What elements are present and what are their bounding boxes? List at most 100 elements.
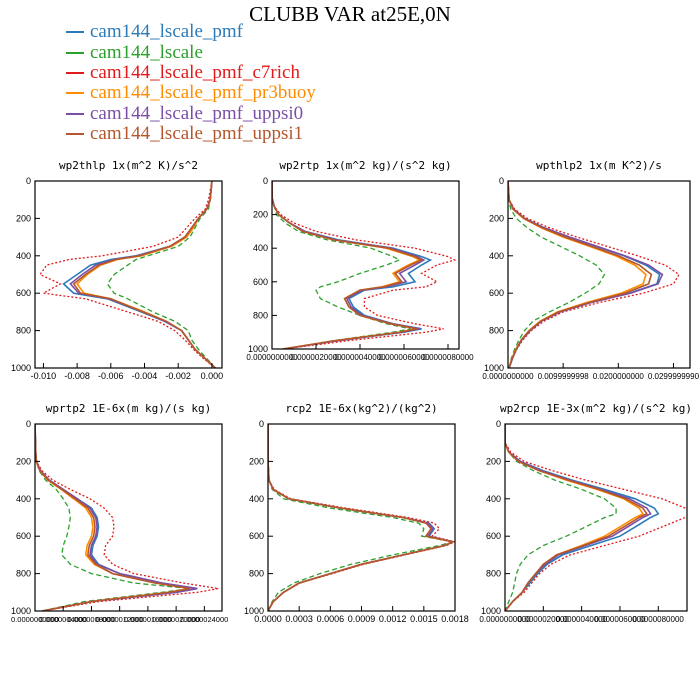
- y-tick-label: 1000: [11, 363, 31, 373]
- y-tick-label: 800: [489, 326, 504, 336]
- y-tick-label: 200: [16, 213, 31, 223]
- series-line: [35, 424, 198, 611]
- series-line: [35, 424, 198, 611]
- series-line: [72, 181, 216, 368]
- plot-frame: [271, 180, 460, 350]
- series-line: [272, 181, 433, 349]
- y-tick-label: 800: [486, 569, 501, 579]
- plot-frame: [507, 180, 691, 369]
- y-tick-label: 600: [489, 288, 504, 298]
- series-line: [35, 424, 219, 611]
- legend-label: cam144_lscale_pmf_c7rich: [90, 61, 300, 83]
- series-line: [272, 181, 424, 349]
- series-line: [508, 181, 606, 368]
- series-line: [505, 424, 687, 611]
- y-tick-label: 0: [26, 419, 31, 429]
- series-line: [505, 424, 617, 611]
- y-tick-label: 0: [496, 419, 501, 429]
- series-line: [76, 181, 216, 368]
- legend-swatch: [66, 92, 84, 95]
- x-tick-label: 0.0000000000: [479, 615, 531, 624]
- y-tick-label: 200: [489, 213, 504, 223]
- legend: cam144_lscale_pmf cam144_lscale cam144_l…: [66, 22, 316, 144]
- legend-entry: cam144_lscale_pmf_c7rich: [66, 61, 316, 83]
- x-tick-label: 0.0000040000: [334, 353, 386, 362]
- legend-swatch: [66, 71, 84, 74]
- y-tick-label: 200: [253, 210, 268, 220]
- y-tick-label: 400: [249, 494, 264, 504]
- y-tick-label: 200: [486, 456, 501, 466]
- x-tick-label: 0.0000040000: [556, 615, 608, 624]
- x-tick-label: 0.0200000000: [593, 372, 645, 381]
- y-tick-label: 1000: [484, 363, 504, 373]
- x-tick-label: -0.002: [165, 371, 191, 381]
- plot-frame: [34, 180, 223, 369]
- panel-title: wp2rtp 1x(m^2 kg)/(s^2 kg): [279, 159, 451, 172]
- y-tick-label: 600: [16, 531, 31, 541]
- y-tick-label: 1000: [481, 606, 501, 616]
- series-line: [508, 181, 647, 368]
- x-tick-label: 0.0000004000: [39, 615, 87, 624]
- panel-title: wp2thlp 1x(m^2 K)/s^2: [59, 159, 198, 172]
- plot-frame: [34, 423, 223, 612]
- x-tick-label: 0.0015: [410, 614, 438, 624]
- legend-swatch: [66, 112, 84, 115]
- x-tick-label: 0.0000000000: [246, 353, 298, 362]
- x-tick-label: 0.0000: [254, 614, 282, 624]
- y-tick-label: 0: [499, 176, 504, 186]
- series-line: [268, 424, 455, 611]
- legend-entry: cam144_lscale_pmf_uppsi0: [66, 102, 316, 124]
- x-tick-label: 0.0000060000: [378, 353, 430, 362]
- figure-title: CLUBB VAR at25E,0N: [249, 2, 451, 26]
- series-line: [508, 181, 653, 368]
- legend-swatch: [66, 51, 84, 54]
- series-line: [268, 424, 454, 611]
- y-tick-label: 400: [253, 243, 268, 253]
- y-tick-label: 600: [249, 531, 264, 541]
- x-tick-label: 0.0006: [317, 614, 345, 624]
- plot-frame: [267, 423, 456, 612]
- legend-swatch: [66, 31, 84, 34]
- x-tick-label: 0.0099999998: [538, 372, 590, 381]
- legend-entry: cam144_lscale_pmf_pr3buoy: [66, 83, 316, 103]
- x-tick-label: 0.0000020000: [290, 353, 342, 362]
- panel-title: rcp2 1E-6x(kg^2)/(kg^2): [285, 402, 437, 415]
- y-tick-label: 400: [489, 251, 504, 261]
- series-line: [508, 181, 661, 368]
- y-tick-label: 600: [486, 531, 501, 541]
- panel-title: wprtp2 1E-6x(m kg)/(s kg): [46, 402, 212, 415]
- series-line: [505, 424, 645, 611]
- legend-entry: cam144_lscale_pmf_uppsi1: [66, 124, 316, 144]
- x-tick-label: 0.0000000000: [11, 615, 59, 624]
- x-tick-label: 0.0000008000: [67, 615, 115, 624]
- y-tick-label: 400: [16, 251, 31, 261]
- y-tick-label: 1000: [244, 606, 264, 616]
- x-tick-label: 0.0000080000: [422, 353, 474, 362]
- x-tick-label: 0.000: [201, 371, 224, 381]
- series-line: [35, 424, 191, 611]
- x-tick-label: 0.0012: [379, 614, 407, 624]
- y-tick-label: 0: [263, 176, 268, 186]
- y-tick-label: 800: [253, 310, 268, 320]
- x-tick-label: -0.010: [31, 371, 57, 381]
- y-tick-label: 0: [259, 419, 264, 429]
- legend-entry: cam144_lscale_pmf: [66, 22, 316, 42]
- y-tick-label: 1000: [11, 606, 31, 616]
- x-tick-label: 0.0000020000: [152, 615, 200, 624]
- x-tick-label: 0.0000016000: [124, 615, 172, 624]
- y-tick-label: 600: [16, 288, 31, 298]
- legend-label: cam144_lscale_pmf_pr3buoy: [90, 82, 316, 104]
- series-line: [505, 424, 648, 611]
- panel-5: rcp2 1E-6x(kg^2)/(kg^2) 0 200 400 600 800 1000…: [244, 402, 469, 624]
- x-tick-label: 0.0003: [285, 614, 313, 624]
- y-tick-label: 1000: [248, 344, 268, 354]
- legend-entry: cam144_lscale: [66, 42, 316, 62]
- x-tick-label: 0.0000000000: [482, 372, 534, 381]
- y-tick-label: 800: [16, 326, 31, 336]
- x-tick-label: 0.0000024000: [180, 615, 228, 624]
- series-line: [106, 181, 216, 368]
- legend-label: cam144_lscale_pmf_uppsi0: [90, 102, 304, 124]
- x-tick-label: -0.008: [64, 371, 90, 381]
- x-tick-label: 0.0299999990: [648, 372, 700, 381]
